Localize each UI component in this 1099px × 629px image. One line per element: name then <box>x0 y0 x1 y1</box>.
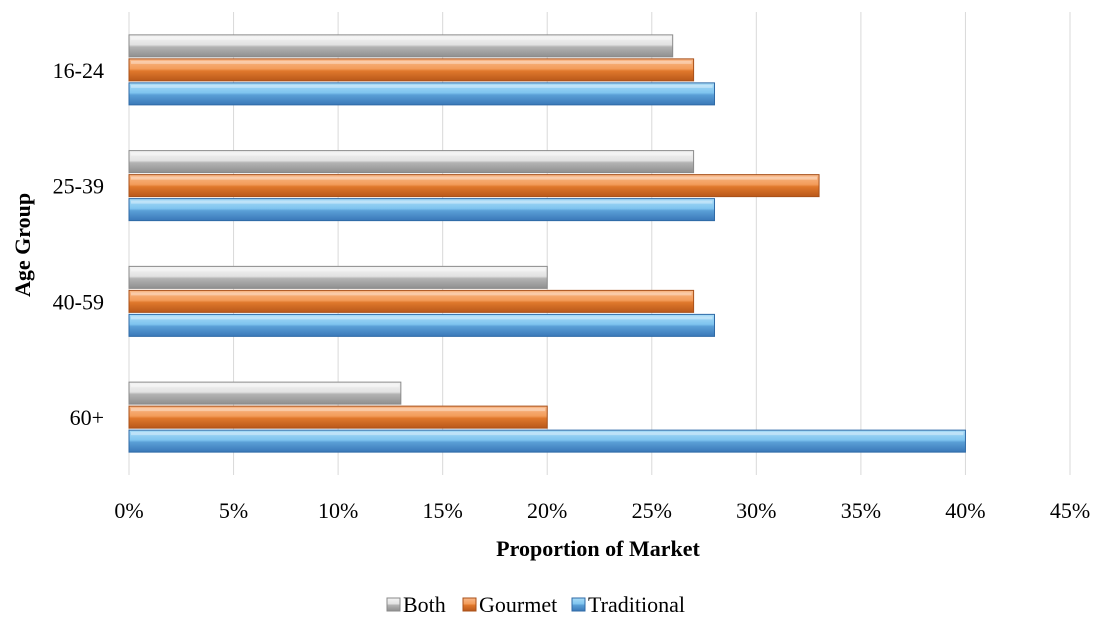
x-tick-label: 10% <box>318 498 358 523</box>
x-tick-label: 20% <box>527 498 567 523</box>
x-tick-label: 45% <box>1050 498 1090 523</box>
bar-gourmet-25-39 <box>128 174 820 198</box>
bar-highlight <box>131 268 546 272</box>
bar-highlight <box>131 152 692 156</box>
bar-highlight <box>131 316 713 320</box>
x-axis-title: Proportion of Market <box>496 536 700 561</box>
legend: Both Gourmet Traditional <box>386 592 685 617</box>
y-tick-label: 40-59 <box>53 289 104 314</box>
x-tick-label: 40% <box>945 498 985 523</box>
bar-highlight <box>131 60 692 64</box>
bars <box>128 34 966 453</box>
tick-labels: 0% 5% 10% 15% 20% 25% 30% 35% 40% 45% 16-24 25-39 40… <box>53 58 1090 523</box>
bar-traditional-25-39 <box>128 198 716 222</box>
bar-highlight <box>131 200 713 204</box>
bar-highlight <box>131 432 964 436</box>
legend-label-traditional: Traditional <box>588 592 685 617</box>
bar-both-16-24 <box>128 34 674 58</box>
x-tick-label: 0% <box>114 498 143 523</box>
legend-swatch-gourmet <box>462 597 477 612</box>
x-tick-label: 35% <box>841 498 881 523</box>
bar-traditional-16-24 <box>128 82 716 106</box>
y-axis-title: Age Group <box>10 193 35 297</box>
y-tick-label: 60+ <box>70 405 104 430</box>
legend-swatch-traditional <box>571 597 586 612</box>
y-tick-label: 25-39 <box>53 174 104 199</box>
y-tick-label: 16-24 <box>53 58 104 83</box>
bar-highlight <box>131 384 399 388</box>
bar-highlight <box>131 176 818 180</box>
legend-swatch-both <box>386 597 401 612</box>
gridlines <box>128 12 1071 475</box>
bar-both-25-39 <box>128 150 695 174</box>
bar-gourmet-40-59 <box>128 289 695 313</box>
bar-highlight <box>131 84 713 88</box>
bar-highlight <box>131 292 692 296</box>
legend-label-gourmet: Gourmet <box>479 592 557 617</box>
bar-gourmet-16-24 <box>128 58 695 82</box>
x-tick-label: 25% <box>632 498 672 523</box>
x-tick-label: 5% <box>219 498 248 523</box>
legend-label-both: Both <box>403 592 446 617</box>
bar-both-60+ <box>128 381 402 405</box>
bar-gourmet-60+ <box>128 405 548 429</box>
bar-traditional-40-59 <box>128 313 716 337</box>
bar-highlight <box>131 36 671 40</box>
x-tick-label: 30% <box>736 498 776 523</box>
bar-traditional-60+ <box>128 429 966 453</box>
bar-highlight <box>131 408 546 412</box>
x-tick-label: 15% <box>423 498 463 523</box>
bar-both-40-59 <box>128 265 548 289</box>
